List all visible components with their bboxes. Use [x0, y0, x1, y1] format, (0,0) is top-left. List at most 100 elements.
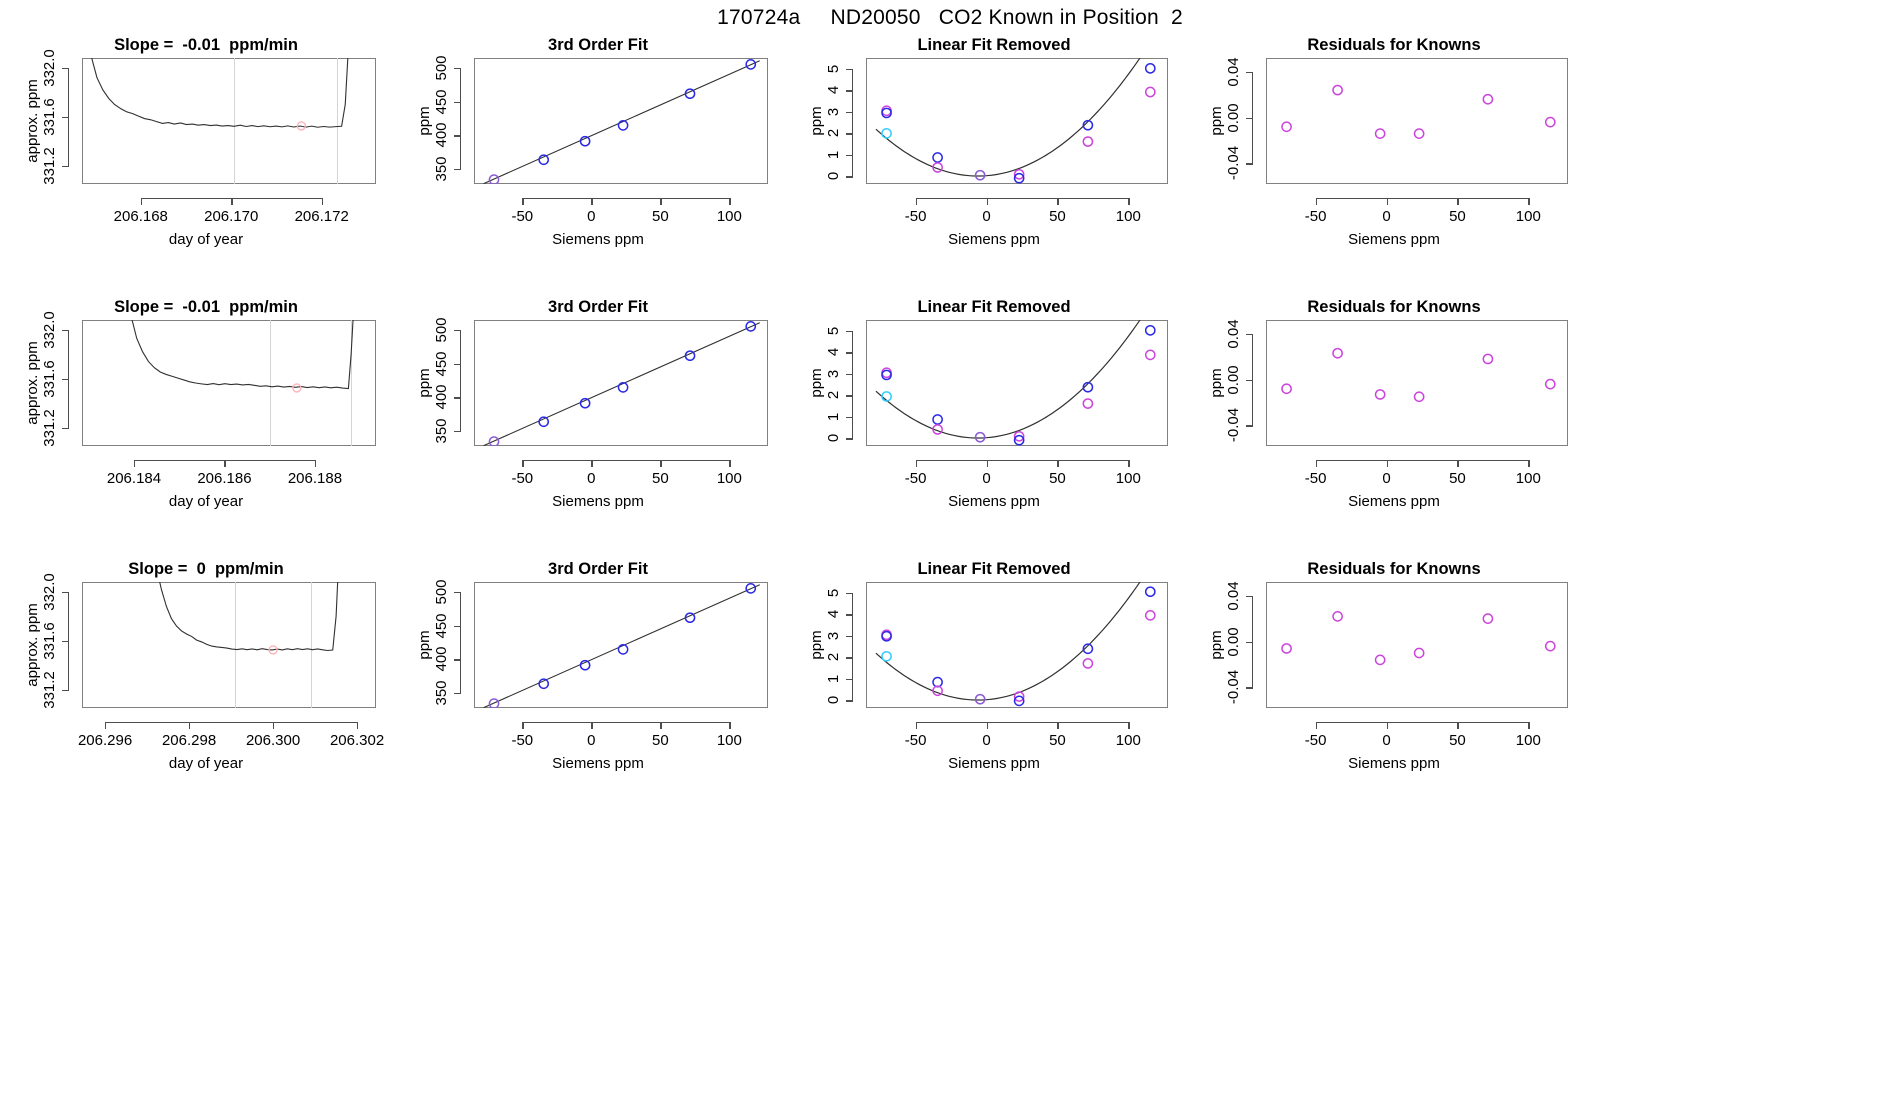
- data-point: [488, 436, 500, 446]
- x-tick: [357, 722, 359, 729]
- data-point: [1144, 586, 1156, 598]
- plot-area: [866, 582, 1168, 708]
- data-point: [1082, 119, 1094, 131]
- x-tick-label: 0: [982, 732, 991, 749]
- plot-data-layer: [483, 321, 760, 446]
- y-tick: [846, 635, 853, 638]
- x-tick-label: 0: [1382, 208, 1391, 225]
- data-point: [1082, 643, 1094, 655]
- y-tick: [454, 693, 461, 695]
- mean-marker: [268, 645, 278, 655]
- panel-title: 3rd Order Fit: [548, 560, 648, 578]
- y-tick-label: 0.00: [1225, 364, 1242, 395]
- x-tick: [660, 722, 662, 729]
- data-point: [1374, 389, 1386, 400]
- x-tick: [522, 460, 524, 467]
- x-tick-label: 100: [1515, 470, 1541, 487]
- x-tick: [915, 722, 917, 729]
- x-tick: [986, 460, 988, 467]
- y-axis-line: [1252, 333, 1254, 426]
- panel-title: Slope = 0 ppm/min: [128, 560, 284, 578]
- plot-data-layer: [1281, 611, 1556, 666]
- y-tick-label: 1: [825, 150, 842, 160]
- data-point: [684, 612, 696, 624]
- data-point: [881, 650, 892, 662]
- data-point: [974, 693, 986, 705]
- y-tick-label: 450: [433, 351, 450, 377]
- x-tick-label: -50: [511, 732, 534, 749]
- y-axis-title: ppm: [1208, 630, 1225, 660]
- x-tick: [314, 460, 317, 467]
- x-axis-line: [105, 722, 358, 724]
- y-axis-title: approx. ppm: [24, 603, 41, 687]
- y-tick: [846, 330, 853, 333]
- data-point: [488, 174, 500, 184]
- data-point: [1144, 349, 1156, 361]
- data-point: [1281, 121, 1292, 133]
- y-tick: [846, 176, 853, 178]
- timeseries-trace: [131, 320, 354, 390]
- y-tick: [62, 689, 69, 691]
- y-axis-line: [852, 330, 854, 439]
- panel-title: Slope = -0.01 ppm/min: [114, 36, 298, 54]
- x-tick: [1386, 460, 1388, 467]
- x-axis-line: [134, 460, 315, 462]
- x-tick-label: -50: [904, 208, 927, 225]
- x-tick-label: 206.188: [287, 470, 343, 487]
- x-axis-title: Siemens ppm: [552, 755, 644, 772]
- panel-title: Linear Fit Removed: [917, 298, 1071, 316]
- data-point: [1013, 434, 1025, 446]
- x-tick-label: 50: [651, 208, 669, 225]
- y-axis-title: ppm: [416, 368, 433, 398]
- data-point: [932, 676, 943, 688]
- data-point: [579, 397, 591, 409]
- x-axis-title: Siemens ppm: [1348, 493, 1440, 510]
- x-tick-label: 0: [587, 208, 596, 225]
- y-tick: [846, 154, 853, 157]
- y-tick-label: 5: [825, 64, 842, 73]
- y-tick: [1246, 71, 1253, 74]
- y-tick: [1246, 641, 1253, 643]
- x-tick: [1128, 198, 1130, 205]
- x-tick: [189, 722, 191, 729]
- y-tick-label: 2: [825, 129, 842, 138]
- y-tick: [62, 329, 69, 332]
- y-tick-label: 0.04: [1225, 581, 1242, 611]
- x-tick-label: 206.168: [113, 208, 168, 225]
- y-axis-title: approx. ppm: [24, 341, 41, 425]
- x-tick-label: 0: [1382, 470, 1391, 487]
- y-tick-label: 400: [433, 646, 450, 672]
- x-tick-label: -50: [511, 470, 534, 487]
- panel-residuals_for_knowns-row3: Residuals for Knowns -50 0 50 100 -0.04 0.00 0.…: [1194, 560, 1594, 774]
- y-tick-label: -0.04: [1225, 146, 1242, 181]
- data-point: [1374, 654, 1386, 666]
- x-tick: [231, 198, 233, 205]
- plot-data-layer: [483, 59, 760, 184]
- x-tick: [729, 722, 731, 729]
- mean-marker: [296, 121, 307, 131]
- plot-data-layer: [1281, 84, 1556, 139]
- x-axis-title: Siemens ppm: [1348, 231, 1440, 248]
- data-point: [1413, 128, 1425, 139]
- x-tick-label: 100: [1115, 470, 1141, 487]
- y-axis-line: [1252, 71, 1254, 164]
- x-tick-label: 0: [982, 470, 991, 487]
- plot-area: [1266, 320, 1568, 446]
- panel-timeseries-row3: Slope = 0 ppm/min 206.296 206.298 206.300 20…: [10, 560, 402, 774]
- figure-title: 170724a ND20050 CO2 Known in Position 2: [717, 6, 1183, 29]
- y-tick: [454, 431, 461, 433]
- y-tick: [846, 614, 853, 616]
- x-tick-label: 100: [1515, 208, 1541, 225]
- panel-title: 3rd Order Fit: [548, 36, 648, 54]
- plot-data-layer: [1281, 347, 1556, 403]
- data-point: [579, 659, 591, 671]
- x-tick: [224, 460, 226, 467]
- x-tick-label: 206.300: [245, 732, 301, 749]
- fit-line: [483, 322, 760, 446]
- y-tick-label: 450: [433, 89, 450, 115]
- data-point: [1413, 647, 1425, 659]
- y-axis-line: [1252, 595, 1254, 688]
- y-tick: [846, 678, 853, 681]
- x-axis-line: [915, 722, 1129, 724]
- x-tick-label: 206.296: [77, 732, 133, 749]
